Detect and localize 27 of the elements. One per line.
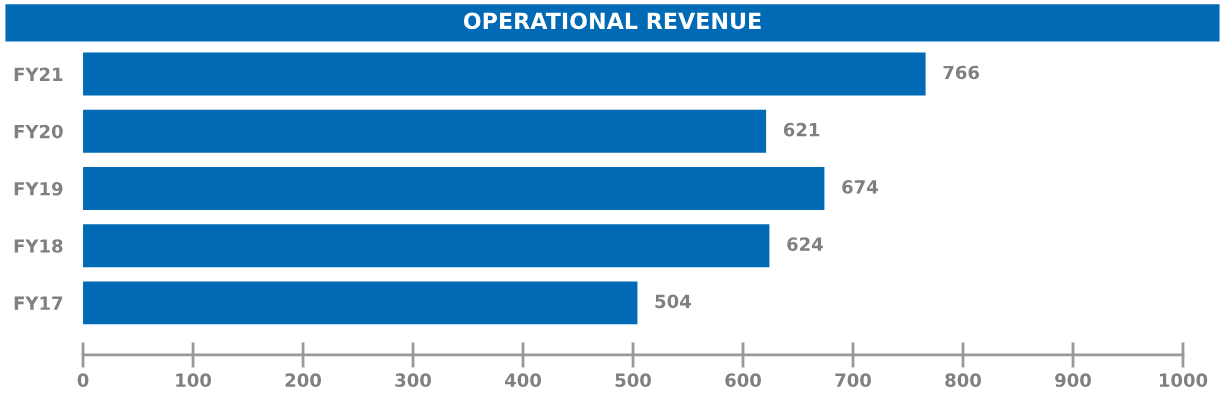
x-tick-label: 1000 [1159,373,1208,387]
x-tick-label: 700 [835,373,871,387]
chart-title: OPERATIONAL REVENUE [463,12,761,30]
y-tick-label: FY21 [14,67,63,81]
bar [83,52,926,96]
x-tick-label: 400 [504,373,542,387]
data-label: 621 [783,122,820,137]
bar [83,167,825,210]
bar [83,224,770,268]
x-tick-label: 900 [1055,373,1091,387]
data-label: 766 [943,65,979,80]
x-tick-label: 600 [725,373,761,387]
data-label: 624 [787,237,823,251]
y-tick-label: FY18 [14,239,63,253]
x-tick-label: 200 [285,373,322,387]
bar [83,281,638,325]
data-label: 674 [842,180,878,194]
data-label: 504 [655,294,691,309]
y-tick-label: FY17 [14,296,63,310]
y-tick-label: FY20 [14,124,63,139]
y-tick-label: FY19 [14,181,63,196]
bar [83,109,767,153]
x-tick-label: 0 [77,373,89,387]
x-tick-label: 300 [395,373,432,387]
x-tick-label: 500 [615,373,651,387]
x-tick-label: 100 [176,373,212,387]
x-tick-label: 800 [945,373,981,387]
